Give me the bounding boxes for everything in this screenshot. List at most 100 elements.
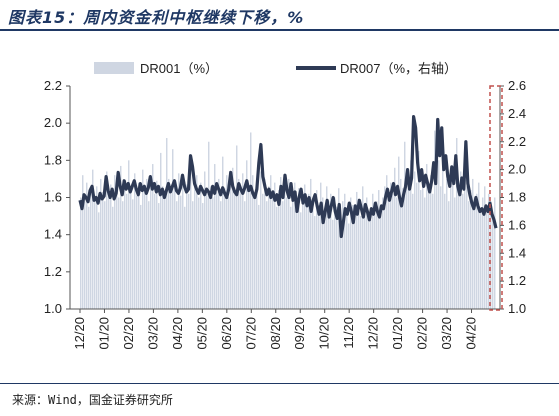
bar [450,186,452,309]
bar [96,186,98,309]
bar [212,197,214,309]
bar [172,149,174,309]
bar [250,132,252,309]
bar [440,186,442,309]
bar [176,201,178,309]
x-tick-label: 03/20 [439,317,454,350]
bar [106,171,108,309]
bar [460,171,462,309]
bar [488,193,490,309]
bar [290,206,292,309]
right-tick-label: 1.4 [508,245,526,260]
bar [182,178,184,309]
right-tick-label: 1.8 [508,190,526,205]
bar [442,169,444,309]
bar [382,197,384,309]
bar [394,167,396,309]
bar [214,164,216,309]
bar [304,184,306,309]
bar [90,193,92,309]
bar [102,191,104,309]
bar [156,180,158,309]
bar [132,199,134,309]
bar [464,178,466,309]
bar [376,201,378,309]
bar [254,197,256,309]
bar [190,169,192,309]
bar [480,208,482,309]
right-tick-label: 2.4 [508,106,526,121]
left-tick-label: 1.8 [44,152,62,167]
bar [252,175,254,309]
bar [276,206,278,309]
bar [310,178,312,309]
bar [334,197,336,309]
left-tick-label: 1.6 [44,190,62,205]
bar [240,190,242,309]
bar [434,130,436,309]
bar [416,182,418,309]
bar [272,197,274,309]
bar [432,193,434,309]
bar [286,197,288,309]
bar [280,177,282,309]
bar [472,178,474,309]
bar [332,219,334,309]
x-tick-label: 09/20 [292,317,307,350]
bar [184,206,186,309]
bar [220,201,222,309]
bar [260,171,262,309]
bar [194,186,196,309]
x-tick-label: 12/20 [366,317,381,350]
bar [140,204,142,309]
bar [404,141,406,309]
bar [414,171,416,309]
bar [492,216,494,309]
dr007-series-line [78,115,498,239]
bar [284,186,286,309]
bar [146,178,148,309]
left-tick-label: 1.0 [44,301,62,316]
latest-week-marker [489,85,503,311]
bar [344,193,346,309]
bar [200,182,202,309]
bar [178,173,180,309]
source-note: 来源：Wind，国金证券研究所 [12,393,173,407]
bar [470,190,472,309]
bar [244,201,246,309]
bar [224,188,226,309]
bar [392,193,394,309]
bar [154,193,156,309]
x-tick-label: 12/20 [72,317,87,350]
bar [86,182,88,309]
right-tick-label: 2.6 [508,78,526,93]
bar [390,182,392,309]
bar [380,210,382,309]
bar [336,206,338,309]
bar [358,201,360,309]
x-tick-label: 05/20 [194,317,209,350]
x-tick-label: 11/20 [341,317,356,349]
bar [204,171,206,309]
title-divider [0,29,559,31]
bar [136,195,138,309]
x-tick-label: 04/20 [464,317,479,350]
x-tick-label: 10/20 [317,317,332,350]
bar [126,193,128,309]
bar [330,193,332,309]
bar [420,190,422,309]
bar [268,186,270,309]
bar [292,191,294,309]
bar [92,169,94,309]
bar [162,186,164,309]
bar [192,201,194,309]
bar [474,204,476,309]
bar [338,188,340,309]
bar [84,201,86,309]
bar [108,195,110,309]
bar [374,204,376,309]
bar [218,178,220,309]
bar [486,206,488,309]
bar [300,212,302,309]
